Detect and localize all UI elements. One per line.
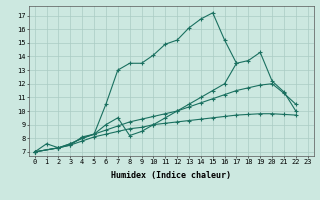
- X-axis label: Humidex (Indice chaleur): Humidex (Indice chaleur): [111, 171, 231, 180]
